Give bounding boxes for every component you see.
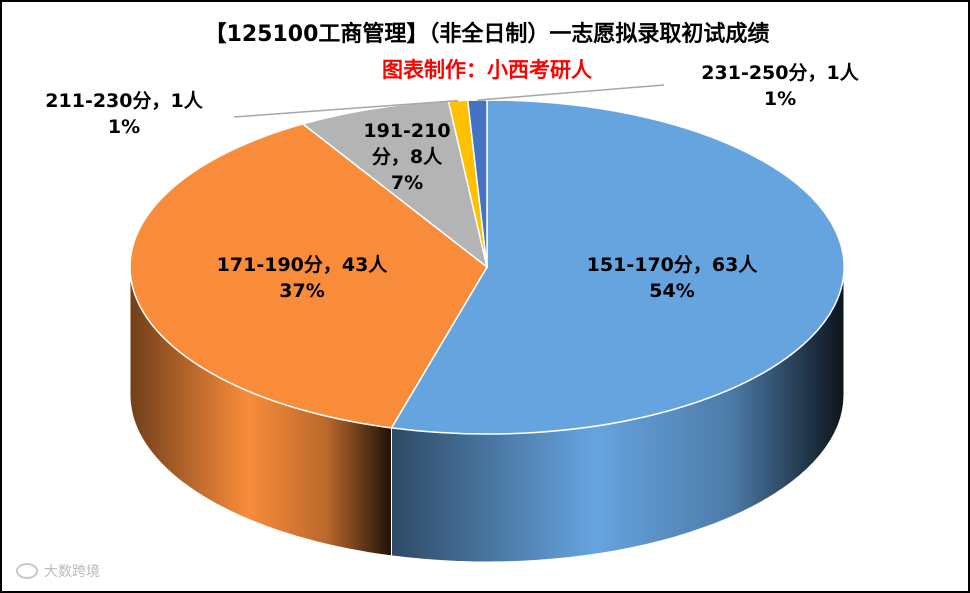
watermark-logo-icon	[16, 563, 38, 579]
data-label-191-210: 191-210 分，8人 7%	[342, 118, 472, 196]
data-label-line1: 191-210	[363, 120, 451, 142]
data-label-171-190: 171-190分，43人 37%	[192, 252, 412, 304]
data-label-line3: 7%	[390, 172, 424, 194]
data-label-line2: 分，8人	[371, 146, 443, 168]
data-label-231-250: 231-250分，1人 1%	[670, 60, 890, 112]
data-label-line2: 1%	[763, 88, 797, 110]
chart-credit: 图表制作：小西考研人	[382, 58, 592, 82]
watermark-text: 大数跨境	[44, 564, 100, 580]
data-label-line2: 37%	[279, 280, 325, 302]
leader-line-231-250	[477, 84, 665, 101]
chart-title: 【125100工商管理】（非全日制）一志愿拟录取初试成绩	[204, 22, 770, 47]
data-label-211-230: 211-230分，1人 1%	[14, 88, 234, 140]
data-label-line2: 54%	[649, 280, 695, 302]
data-label-line1: 151-170分，63人	[586, 254, 758, 276]
data-label-line1: 211-230分，1人	[45, 90, 203, 112]
data-label-line1: 231-250分，1人	[701, 62, 859, 84]
pie-slice-171-190	[129, 123, 488, 429]
data-label-151-170: 151-170分，63人 54%	[562, 252, 782, 304]
pie-slice-151-170	[390, 99, 845, 435]
data-label-line1: 171-190分，43人	[216, 254, 388, 276]
data-label-line2: 1%	[107, 116, 141, 138]
leader-line-211-230	[233, 99, 459, 118]
watermark: 大数跨境	[16, 561, 100, 581]
